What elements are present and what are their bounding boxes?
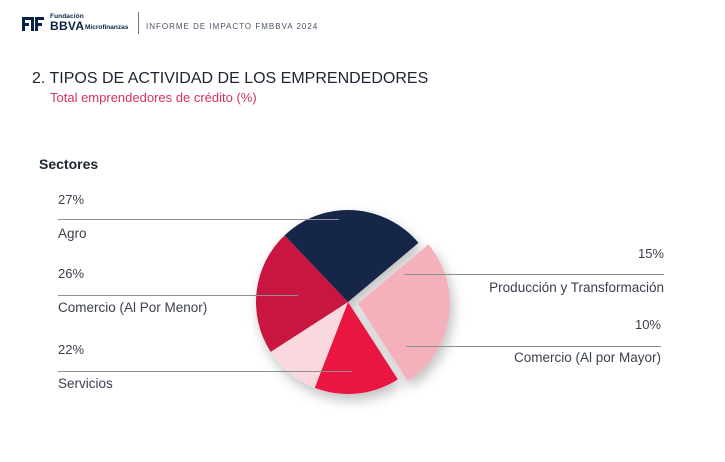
- chart-title: Sectores: [39, 156, 99, 172]
- section-subtitle: Total emprendedores de crédito (%): [50, 90, 257, 105]
- header-divider: [138, 12, 139, 34]
- leader-line-comercio-menor: [58, 295, 298, 296]
- logo-text-microfinanzas: Microfinanzas: [85, 24, 129, 31]
- slice-label-agro: Agro: [58, 226, 87, 241]
- slice-pct-servicios: 22%: [58, 342, 85, 357]
- pie-slice-comercio-al-por-menor: [284, 210, 419, 302]
- report-title: INFORME DE IMPACTO FMBBVA 2024: [146, 22, 319, 31]
- slice-label-comercio-mayor: Comercio (Al por Mayor): [513, 350, 661, 365]
- leader-line-produccion: [404, 274, 664, 275]
- slice-pct-comercio-mayor: 10%: [634, 317, 661, 332]
- slice-label-produccion: Producción y Transformación: [489, 280, 664, 295]
- logo-text-fundacion: Fundación: [50, 13, 84, 20]
- slice-label-comercio-menor: Comercio (Al Por Menor): [58, 300, 208, 315]
- leader-line-agro: [58, 219, 339, 220]
- section-title: 2. TIPOS DE ACTIVIDAD DE LOS EMPRENDEDOR…: [32, 70, 429, 87]
- slice-label-servicios: Servicios: [58, 376, 113, 391]
- slice-pct-agro: 27%: [58, 192, 85, 207]
- slice-pct-produccion: 15%: [637, 246, 664, 261]
- pie-slice-comercio-al-por-mayor: [270, 302, 348, 388]
- logo-text-bbva: BBVA: [50, 19, 85, 33]
- leader-line-comercio-mayor: [406, 346, 661, 347]
- pie-slice-servicios: [256, 235, 348, 352]
- fundacion-logo-icon: [22, 17, 44, 31]
- leader-line-servicios: [58, 371, 352, 372]
- slice-pct-comercio-menor: 26%: [58, 266, 85, 281]
